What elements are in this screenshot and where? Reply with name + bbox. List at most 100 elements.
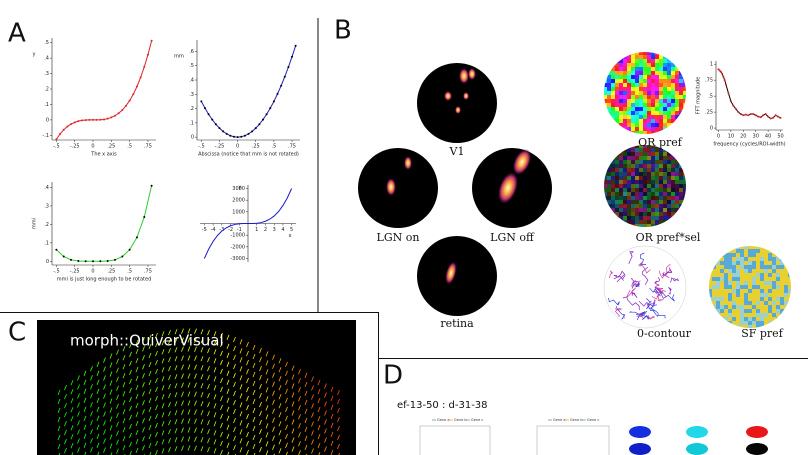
texture-cell (675, 67, 679, 71)
texture-cell (712, 277, 716, 281)
texture-cell (768, 265, 772, 269)
contour-line (614, 307, 623, 318)
quiver-arrow (213, 349, 217, 355)
quiver-arrow (161, 358, 165, 364)
texture-cell (736, 317, 740, 321)
contour-line (646, 298, 655, 310)
quiver-arrow (64, 420, 67, 427)
quiver-arrow (200, 356, 204, 362)
texture-cell (623, 164, 627, 168)
texture-cell (615, 95, 619, 99)
texture-cell (760, 317, 764, 321)
data-point (232, 135, 235, 138)
texture-cell (667, 59, 671, 63)
quiver-arrow (64, 411, 67, 418)
texture-cell (631, 145, 635, 148)
texture-cell (663, 168, 667, 172)
quiver-arrow (103, 366, 106, 372)
texture-cell (639, 224, 643, 227)
quiver-arrow (213, 331, 217, 337)
texture-cell (635, 145, 639, 148)
x-tick-label: 2 (264, 227, 267, 233)
texture-cell (627, 127, 631, 131)
texture-cell (615, 99, 619, 103)
texture-cell (623, 176, 627, 180)
texture-cell (780, 305, 784, 309)
texture-cell (647, 99, 651, 103)
quiver-arrow (213, 403, 217, 409)
texture-cell (659, 160, 663, 164)
texture-cell (635, 131, 639, 134)
texture-cell (667, 200, 671, 204)
texture-cell (740, 261, 744, 265)
texture-cell (667, 71, 671, 75)
texture-cell (756, 301, 760, 305)
quiver-arrow (135, 402, 139, 409)
quiver-arrow (220, 332, 223, 339)
texture-cell (709, 285, 712, 289)
texture-cell (764, 277, 768, 281)
texture-cell (651, 224, 655, 227)
texture-cell (768, 289, 772, 293)
texture-cell (623, 115, 627, 119)
texture-cell (611, 168, 615, 172)
quiver-arrow (90, 366, 93, 372)
texture-cell (772, 261, 776, 265)
image-label: OR pref (638, 136, 683, 149)
texture-cell (788, 285, 791, 289)
texture-cell (635, 224, 639, 227)
texture-cell (623, 180, 627, 184)
quiver-arrow (285, 397, 288, 404)
quiver-arrow (83, 388, 87, 394)
texture-cell (667, 99, 671, 103)
texture-cell (671, 75, 675, 79)
texture-cell (635, 52, 639, 55)
texture-cell (663, 176, 667, 180)
texture-cell (732, 293, 736, 297)
texture-cell (639, 115, 643, 119)
panel-label: B (334, 16, 352, 46)
data-point (128, 99, 131, 102)
x-tick-label: 0 (91, 269, 94, 275)
texture-cell (631, 115, 635, 119)
texture-cell (607, 67, 611, 71)
texture-cell (663, 103, 667, 107)
y-tick-label: .5 (708, 94, 713, 100)
data-point (265, 113, 268, 116)
texture-cell (639, 216, 643, 220)
data-point (769, 117, 772, 120)
texture-cell (615, 216, 619, 220)
texture-cell (611, 156, 615, 160)
texture-cell (635, 220, 639, 224)
texture-cell (619, 127, 623, 131)
texture-cell (631, 172, 635, 176)
texture-cell (619, 107, 623, 111)
quiver-arrow (96, 442, 100, 448)
texture-cell (604, 83, 607, 87)
quiver-arrow (233, 435, 236, 442)
quiver-arrow (122, 382, 126, 388)
texture-cell (776, 313, 780, 317)
texture-cell (611, 172, 615, 176)
data-point (146, 53, 149, 56)
texture-cell (728, 293, 732, 297)
quiver-arrow (285, 370, 288, 377)
texture-cell (619, 87, 623, 91)
data-point (774, 114, 777, 117)
texture-cell (740, 265, 744, 269)
quiver-arrow (220, 359, 223, 366)
texture-cell (647, 204, 651, 208)
texture-cell (655, 79, 659, 83)
x-tick-label: 0 (717, 134, 720, 140)
texture-cell (760, 285, 764, 289)
quiver-arrow (220, 341, 223, 348)
texture-cell (623, 188, 627, 192)
texture-cell (663, 188, 667, 192)
texture-cell (764, 265, 768, 269)
texture-cell (732, 281, 736, 285)
quiver-arrow (246, 404, 249, 411)
texture-cell (647, 91, 651, 95)
quiver-arrow (96, 424, 100, 430)
quiver-arrow (311, 376, 314, 382)
texture-cell (655, 176, 659, 180)
